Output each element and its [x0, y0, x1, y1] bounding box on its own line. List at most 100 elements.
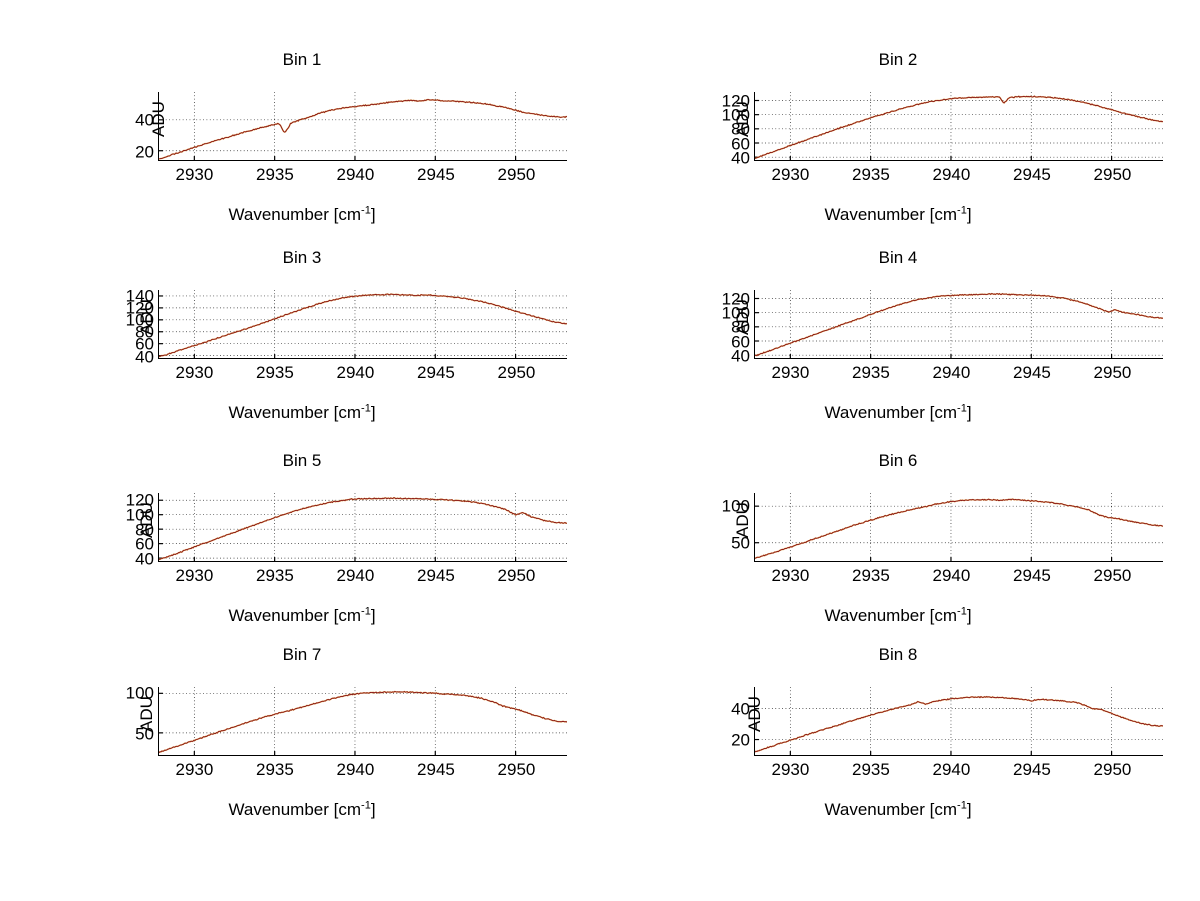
plot-area: ADU 50 100 2930 2935 2940 2945 2950	[722, 493, 1163, 585]
x-tick-label: 2950	[497, 363, 536, 382]
x-tick-label: 2945	[417, 165, 455, 184]
x-tick-label: 2950	[497, 760, 536, 779]
x-tick-label: 2930	[771, 566, 810, 585]
x-axis-label-text: Wavenumber [cm	[228, 403, 362, 422]
plot-svg	[755, 687, 1163, 755]
panel-title: Bin 8	[878, 645, 918, 664]
plot-area: ADU 40 60 80 100 120 140 2930 2935 2940 2945 2950	[126, 288, 567, 382]
y-tick-label: 100	[125, 310, 154, 330]
y-tick-label: 40	[135, 549, 154, 569]
panel-bin-5: Bin 5 ADU 40 60 80 100 120 2930 2935 2940 2945 2950…	[2, 451, 602, 656]
x-tick-label: 2940	[932, 566, 971, 585]
x-axis-label: Wavenumber [cm-1]	[598, 403, 1198, 423]
y-tick-label: 20	[135, 142, 154, 162]
y-axis-label: ADU	[137, 696, 156, 732]
panel-title: Bin 5	[282, 451, 322, 470]
y-tick-label: 140	[125, 286, 154, 306]
plot-svg	[159, 92, 567, 160]
spectrum-line	[159, 691, 567, 754]
x-axis-label: Wavenumber [cm-1]	[598, 205, 1198, 225]
x-axis-label-text: Wavenumber [cm	[824, 403, 958, 422]
x-tick-label: 2930	[771, 363, 810, 382]
x-axis-label-exponent: -1	[361, 605, 371, 618]
plot-svg	[159, 290, 567, 358]
x-axis-label-text: Wavenumber [cm	[824, 205, 958, 224]
x-tick-label: 2935	[852, 165, 890, 184]
y-tick-label: 40	[731, 699, 750, 719]
x-tick-label: 2930	[175, 760, 214, 779]
x-axis-label-tail: ]	[966, 800, 972, 819]
spectrum-highlight	[755, 498, 1163, 559]
plot-svg	[159, 687, 567, 755]
plot-svg	[755, 290, 1163, 358]
x-tick-label: 2940	[336, 165, 375, 184]
y-tick-label: 40	[731, 148, 750, 168]
x-tick-label: 2940	[932, 165, 971, 184]
x-tick-label: 2935	[256, 165, 294, 184]
spectrum-line	[159, 99, 567, 160]
x-axis-label-exponent: -1	[957, 605, 967, 618]
plot-svg	[159, 493, 567, 561]
x-axis-label: Wavenumber [cm-1]	[598, 800, 1198, 820]
x-tick-label: 2950	[497, 165, 536, 184]
x-tick-label: 2930	[175, 165, 214, 184]
plot-area: ADU 40 60 80 100 120 2930 2935 2940 2945 2950	[722, 92, 1163, 184]
x-tick-label: 2950	[1093, 566, 1132, 585]
y-tick-label: 120	[721, 91, 750, 111]
spectrum-highlight	[159, 98, 567, 160]
x-tick-label: 2945	[1013, 165, 1051, 184]
y-tick-label: 50	[731, 533, 750, 553]
x-axis-label-text: Wavenumber [cm	[228, 800, 362, 819]
y-tick-label: 120	[125, 298, 154, 318]
x-tick-label: 2935	[256, 760, 294, 779]
plot-area: ADU 20 40 2930 2935 2940 2945 2950	[731, 687, 1163, 779]
x-axis-label-text: Wavenumber [cm	[228, 205, 362, 224]
x-axis-label-tail: ]	[966, 403, 972, 422]
y-tick-label: 100	[721, 303, 750, 323]
panel-bin-3: Bin 3 ADU 40 60 80 100 120 140 2930 2935 2940 2945 2…	[2, 248, 602, 453]
y-tick-label: 20	[731, 730, 750, 750]
y-axis-label: ADU	[733, 502, 752, 538]
x-axis-label-text: Wavenumber [cm	[228, 606, 362, 625]
x-axis-label-exponent: -1	[957, 402, 967, 415]
x-tick-label: 2935	[256, 363, 294, 382]
x-tick-label: 2950	[1093, 760, 1132, 779]
spectrum-highlight	[159, 497, 567, 561]
panel-title: Bin 6	[878, 451, 918, 470]
y-tick-label: 60	[731, 134, 750, 154]
x-tick-label: 2935	[852, 566, 890, 585]
x-tick-label: 2950	[1093, 363, 1132, 382]
y-tick-label: 40	[135, 347, 154, 367]
panel-bin-4: Bin 4 ADU 40 60 80 100 120 2930 2935 2940 2945 2950…	[598, 248, 1198, 453]
spectrum-highlight	[755, 292, 1163, 357]
x-tick-label: 2935	[852, 760, 890, 779]
x-tick-label: 2930	[175, 363, 214, 382]
x-tick-label: 2930	[771, 165, 810, 184]
plot-svg	[755, 92, 1163, 160]
x-axis-label-tail: ]	[370, 205, 376, 224]
spectrum-highlight	[755, 695, 1163, 753]
y-tick-label: 120	[721, 289, 750, 309]
panel-title: Bin 3	[282, 248, 322, 267]
y-tick-label: 40	[135, 110, 154, 130]
y-tick-label: 50	[135, 724, 154, 744]
plot-svg	[755, 493, 1163, 561]
x-axis-label-exponent: -1	[361, 799, 371, 812]
x-axis-label: Wavenumber [cm-1]	[2, 800, 602, 820]
spectrum-line	[755, 696, 1163, 753]
x-tick-label: 2950	[1093, 165, 1132, 184]
x-tick-label: 2945	[417, 566, 455, 585]
spectrum-line	[755, 95, 1163, 159]
y-tick-label: 100	[125, 505, 154, 525]
y-tick-label: 100	[721, 496, 750, 516]
panel-title: Bin 4	[878, 248, 918, 267]
y-tick-label: 60	[135, 534, 154, 554]
x-axis-label-exponent: -1	[957, 799, 967, 812]
x-tick-label: 2945	[417, 760, 455, 779]
plot-area: ADU 40 60 80 100 120 2930 2935 2940 2945 2950	[126, 492, 567, 585]
x-axis-label-tail: ]	[370, 606, 376, 625]
x-axis-label-tail: ]	[966, 606, 972, 625]
x-axis-label: Wavenumber [cm-1]	[2, 205, 602, 225]
y-tick-label: 80	[731, 317, 750, 337]
x-tick-label: 2940	[932, 760, 971, 779]
